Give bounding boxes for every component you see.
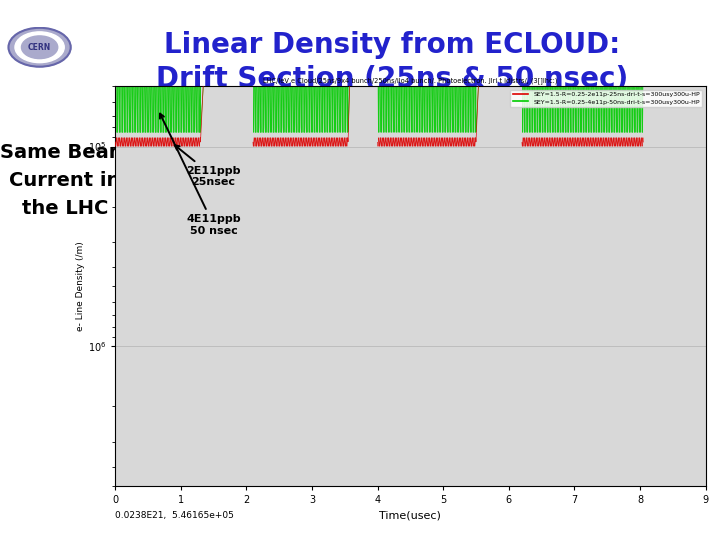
Text: 4E11ppb
50 nsec: 4E11ppb 50 nsec — [160, 113, 241, 236]
Circle shape — [9, 28, 71, 66]
Text: CERN: CERN — [28, 43, 51, 52]
Text: 2E11ppb
25nsec: 2E11ppb 25nsec — [175, 145, 241, 187]
Circle shape — [15, 32, 64, 63]
Text: Linear Density from ECLOUD:
Drift Section (25ns & 50 nsec): Linear Density from ECLOUD: Drift Sectio… — [156, 31, 629, 93]
Legend: SEY=1.5-R=0.25-2e11p-25ns-dri-t-s=300usy300u-HP, SEY=1.5-R=0.25-4e11p-50ns-dri-t: SEY=1.5-R=0.25-2e11p-25ns-dri-t-s=300usy… — [510, 90, 703, 107]
X-axis label: Time(usec): Time(usec) — [379, 511, 441, 521]
Circle shape — [22, 36, 58, 58]
Title: LHC/leV e Cloud/25ns/9x4 bunch/250ns/ilo4 bunch/. Photoelectron. Jlri t idistrs/: LHC/leV e Cloud/25ns/9x4 bunch/250ns/ilo… — [263, 77, 558, 84]
Text: 0.0238E21,  5.46165e+05: 0.0238E21, 5.46165e+05 — [115, 511, 234, 520]
Text: Same Beam
Current in
the LHC: Same Beam Current in the LHC — [0, 143, 130, 218]
Y-axis label: e- Line Density (/m): e- Line Density (/m) — [76, 241, 85, 331]
